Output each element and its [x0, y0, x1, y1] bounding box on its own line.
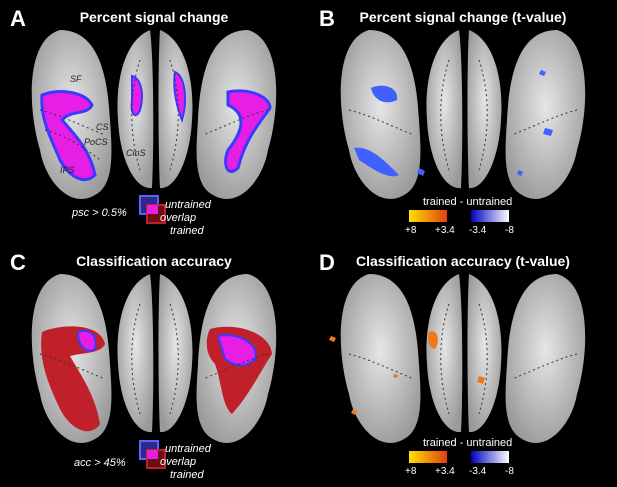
- legend-trained: trained: [170, 225, 204, 237]
- colorbar-tick: -3.4: [469, 225, 487, 236]
- panel-title: Percent signal change (t-value): [359, 9, 567, 25]
- colorbar-title: trained - untrained: [423, 437, 513, 449]
- colorbar: [409, 451, 509, 463]
- panel-a: SF CS PoCS IPS CinS A Percent signal cha…: [0, 0, 308, 243]
- panel-letter: C: [10, 250, 26, 275]
- legend-overlap: overlap: [160, 456, 197, 468]
- colorbar-tick: +8: [405, 466, 417, 477]
- brain-surfaces-b: [340, 30, 586, 199]
- threshold-label: acc > 45%: [74, 457, 126, 469]
- brain-surfaces-d: [329, 274, 586, 443]
- activation-overlap-left: [40, 90, 97, 181]
- legend-untrained: untrained: [165, 199, 211, 211]
- panel-c: C Classification accuracy acc > 45% untr…: [0, 244, 308, 487]
- panel-title: Percent signal change: [79, 9, 229, 25]
- legend-untrained: untrained: [165, 443, 211, 455]
- sulcus-label-ips: IPS: [60, 165, 75, 175]
- legend-overlap: overlap: [160, 212, 197, 224]
- colorbar-tick: +3.4: [435, 466, 455, 477]
- panel-b: B Percent signal change (t-value) traine…: [309, 0, 617, 243]
- colorbar-tick: +3.4: [435, 225, 455, 236]
- panel-title: Classification accuracy: [76, 253, 232, 269]
- legend-trained: trained: [170, 469, 204, 481]
- overlap-legend-squares: [139, 440, 166, 469]
- colorbar-tick: -8: [505, 225, 514, 236]
- panel-d: D Classification accuracy (t-value) trai…: [309, 244, 617, 487]
- sulcus-label-sf: SF: [70, 74, 82, 84]
- panel-letter: A: [10, 6, 26, 31]
- colorbar-title: trained - untrained: [423, 196, 513, 208]
- sulcus-label-pocs: PoCS: [84, 137, 108, 147]
- colorbar: [409, 210, 509, 222]
- colorbar-tick: -8: [505, 466, 514, 477]
- panel-title: Classification accuracy (t-value): [356, 253, 570, 269]
- colorbar-tick: -3.4: [469, 466, 487, 477]
- brain-surfaces-a: SF CS PoCS IPS CinS: [31, 30, 277, 199]
- panel-letter: B: [319, 6, 335, 31]
- panel-letter: D: [319, 250, 335, 275]
- brain-surfaces-c: [31, 274, 277, 443]
- colorbar-tick: +8: [405, 225, 417, 236]
- threshold-label: psc > 0.5%: [72, 207, 127, 219]
- sulcus-label-cins: CinS: [126, 148, 146, 158]
- sulcus-label-cs: CS: [96, 122, 109, 132]
- overlap-legend-squares: [139, 195, 166, 224]
